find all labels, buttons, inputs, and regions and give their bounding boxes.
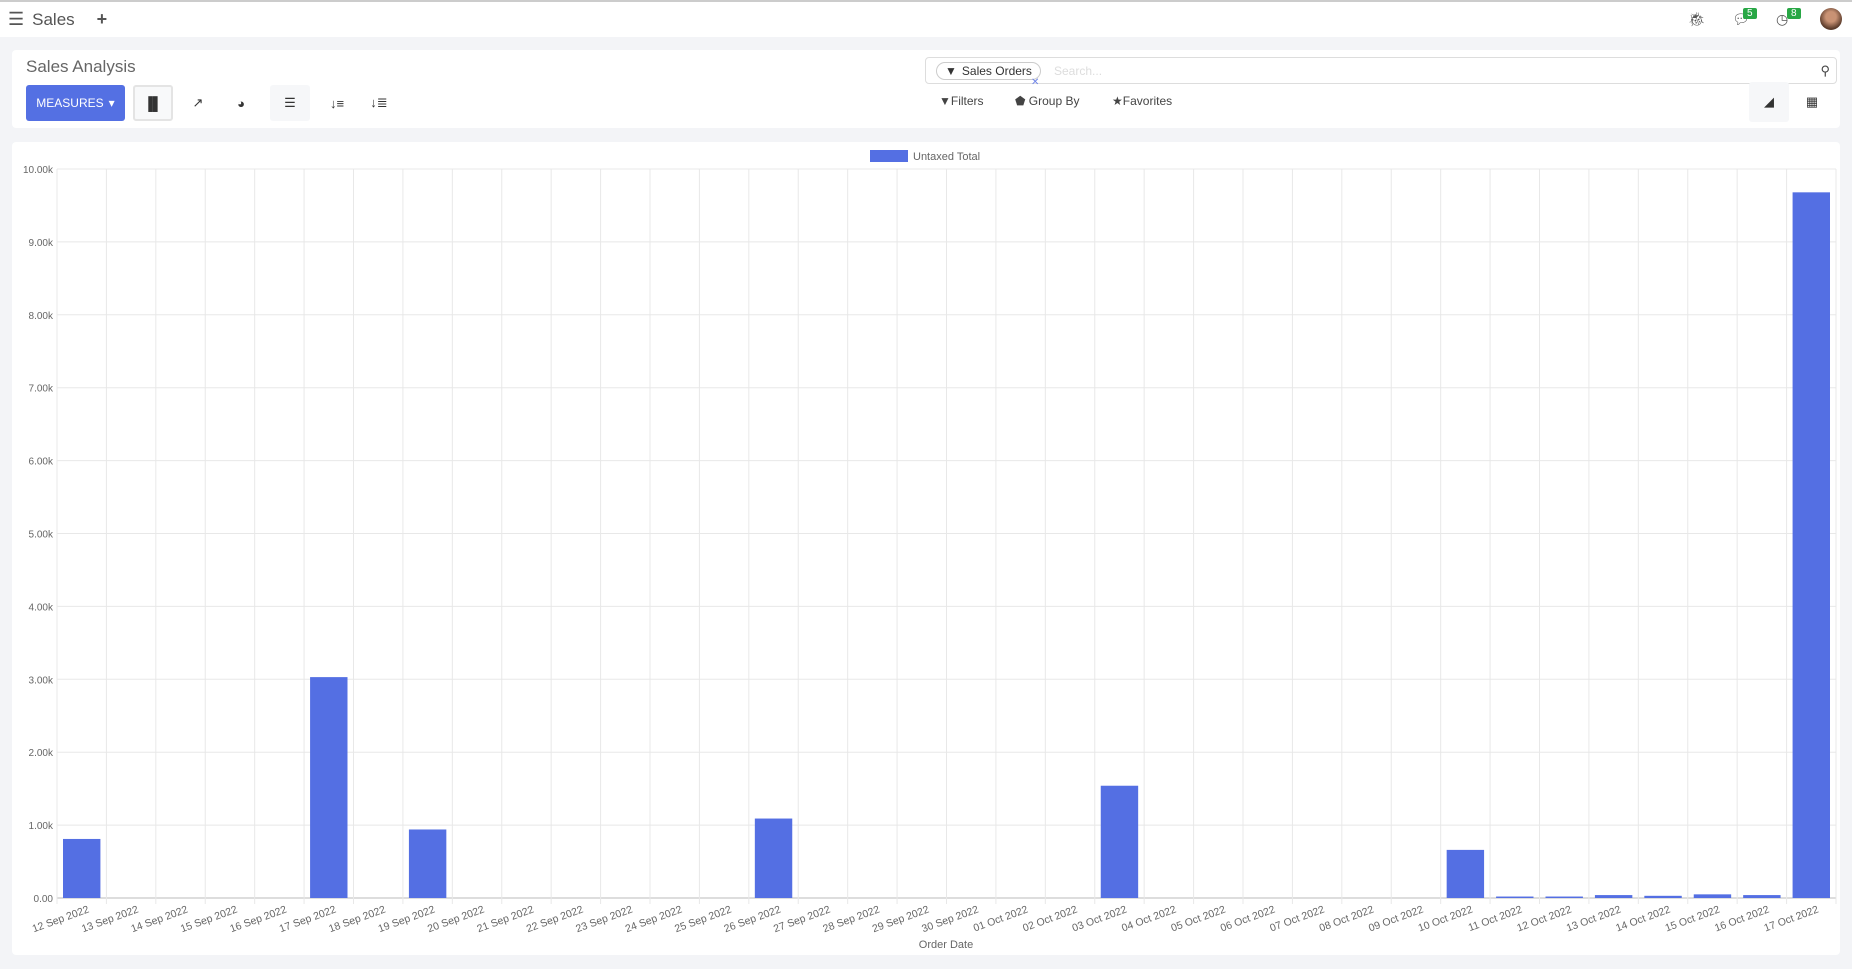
bar[interactable] (310, 677, 348, 898)
x-tick-label: 02 Oct 2022 (1021, 903, 1079, 934)
activities-clock-icon[interactable]: ◷ 8 (1776, 7, 1802, 28)
area-chart-icon: ◢ (1764, 94, 1774, 109)
bar-chart-icon: ▐▌ (143, 95, 163, 111)
search-bar[interactable]: ▼ Sales Orders ✕ Search... ⚲ (925, 57, 1837, 88)
pie-chart-button[interactable]: ◕ (221, 85, 261, 121)
sort-descending-button[interactable]: ↓≡ (317, 85, 357, 121)
favorites-label: Favorites (1122, 94, 1173, 108)
x-tick-label: 06 Oct 2022 (1219, 903, 1277, 934)
table-grid-icon: ▦ (1805, 94, 1819, 109)
pivot-view-button[interactable]: ▦ (1792, 82, 1832, 122)
graph-view-button[interactable]: ◢ (1749, 82, 1789, 122)
x-tick-label: 15 Oct 2022 (1664, 903, 1722, 934)
x-tick-label: 12 Oct 2022 (1515, 903, 1573, 934)
stacked-button[interactable]: ☰ (270, 85, 310, 121)
x-tick-label: 10 Oct 2022 (1417, 903, 1475, 934)
caret-down-icon: ▾ (108, 96, 115, 110)
y-tick-label: 9.00k (29, 238, 54, 249)
pie-chart-icon: ◕ (237, 95, 245, 111)
x-tick-label: 05 Oct 2022 (1169, 903, 1227, 934)
y-tick-label: 4.00k (29, 602, 54, 613)
x-tick-label: 16 Oct 2022 (1713, 903, 1771, 934)
app-name[interactable]: Sales (32, 9, 75, 29)
bar[interactable] (1545, 896, 1583, 898)
y-tick-label: 7.00k (29, 384, 54, 395)
x-tick-label: 09 Oct 2022 (1367, 903, 1425, 934)
y-tick-label: 2.00k (29, 748, 54, 759)
x-tick-label: 08 Oct 2022 (1318, 903, 1376, 934)
control-panel: Sales Analysis MEASURES ▾ ▐▌ ↗ ◕ ☰ ↓≡ ↓≣ … (12, 50, 1840, 128)
measures-label: MEASURES (36, 96, 104, 110)
bar-chart: Untaxed Total Order Date 0.00 1.00k 2.00k 3… (23, 150, 1837, 951)
facet-label: Sales Orders (961, 64, 1032, 78)
bar[interactable] (754, 818, 793, 898)
y-tick-label: 8.00k (29, 311, 54, 322)
sort-ascending-button[interactable]: ↓≣ (359, 85, 399, 121)
y-tick-label: 3.00k (29, 675, 54, 686)
bar[interactable] (1100, 785, 1139, 898)
measures-button[interactable]: MEASURES ▾ (26, 85, 125, 121)
debug-bug-icon[interactable]: 🐞︎ (1688, 10, 1706, 27)
line-chart-icon: ↗ (192, 95, 204, 110)
database-stack-icon: ☰ (284, 95, 296, 110)
top-navbar: ☰ Sales + 🐞︎ 💬︎ 5 ◷ 8 (0, 0, 1852, 37)
x-tick-label: 17 Oct 2022 (1762, 903, 1820, 934)
sort-descending-icon: ↓≡ (329, 95, 345, 111)
messages-icon[interactable]: 💬︎ 5 (1732, 7, 1758, 28)
bar[interactable] (1693, 894, 1732, 898)
bar[interactable] (1496, 896, 1534, 898)
x-tick-label: 04 Oct 2022 (1120, 903, 1178, 934)
legend-label[interactable]: Untaxed Total (913, 151, 980, 163)
user-avatar[interactable] (1820, 8, 1842, 30)
bar-chart-button[interactable]: ▐▌ (133, 85, 173, 121)
filters-label: Filters (950, 94, 984, 108)
x-tick-label: 14 Oct 2022 (1614, 903, 1672, 934)
remove-facet-icon[interactable]: ✕ (1031, 77, 1040, 88)
y-tick-label: 10.00k (23, 165, 54, 176)
bar[interactable] (1446, 849, 1485, 898)
bar[interactable] (1644, 895, 1682, 898)
bar[interactable] (1792, 192, 1830, 898)
filter-icon: ▼ (945, 64, 957, 78)
chart-card: Untaxed Total Order Date 0.00 1.00k 2.00k 3… (12, 142, 1840, 955)
filters-button[interactable]: ▼Filters (939, 94, 984, 108)
hamburger-menu-icon[interactable]: ☰ (8, 9, 25, 29)
x-tick-label: 07 Oct 2022 (1268, 903, 1326, 934)
x-axis-title: Order Date (919, 939, 973, 951)
x-tick-label: 30 Sep 2022 (920, 903, 980, 935)
group-by-label: Group By (1028, 94, 1080, 108)
group-by-button[interactable]: ⬟ Group By (1015, 94, 1079, 108)
y-tick-label: 5.00k (29, 530, 54, 541)
bar[interactable] (63, 838, 101, 898)
y-tick-label: 1.00k (29, 821, 54, 832)
messages-badge: 5 (1743, 7, 1757, 19)
favorites-button[interactable]: ★Favorites (1112, 94, 1172, 108)
x-tick-label: 01 Oct 2022 (972, 903, 1030, 934)
bar[interactable] (1743, 895, 1781, 898)
sort-ascending-icon: ↓≣ (370, 95, 388, 110)
x-tick-label: 03 Oct 2022 (1071, 903, 1129, 934)
search-input[interactable]: Search... (1054, 64, 1103, 78)
search-icon[interactable]: ⚲ (1820, 63, 1830, 78)
x-tick-label: 13 Oct 2022 (1565, 903, 1623, 934)
bar[interactable] (408, 829, 447, 898)
legend-swatch[interactable] (870, 150, 908, 162)
y-tick-label: 6.00k (29, 457, 54, 468)
bar[interactable] (1594, 895, 1633, 898)
new-plus-icon[interactable]: + (96, 9, 108, 29)
filter-icon: ▼ (939, 94, 951, 108)
page-title: Sales Analysis (26, 57, 136, 76)
x-tick-label: 11 Oct 2022 (1467, 903, 1524, 934)
search-facet-sales-orders[interactable]: ▼ Sales Orders ✕ (936, 62, 1041, 88)
star-icon: ★ (1112, 94, 1123, 108)
layers-icon: ⬟ (1015, 94, 1029, 108)
line-chart-button[interactable]: ↗ (178, 85, 218, 121)
activities-badge: 8 (1787, 7, 1801, 19)
y-tick-label: 0.00 (34, 894, 54, 905)
